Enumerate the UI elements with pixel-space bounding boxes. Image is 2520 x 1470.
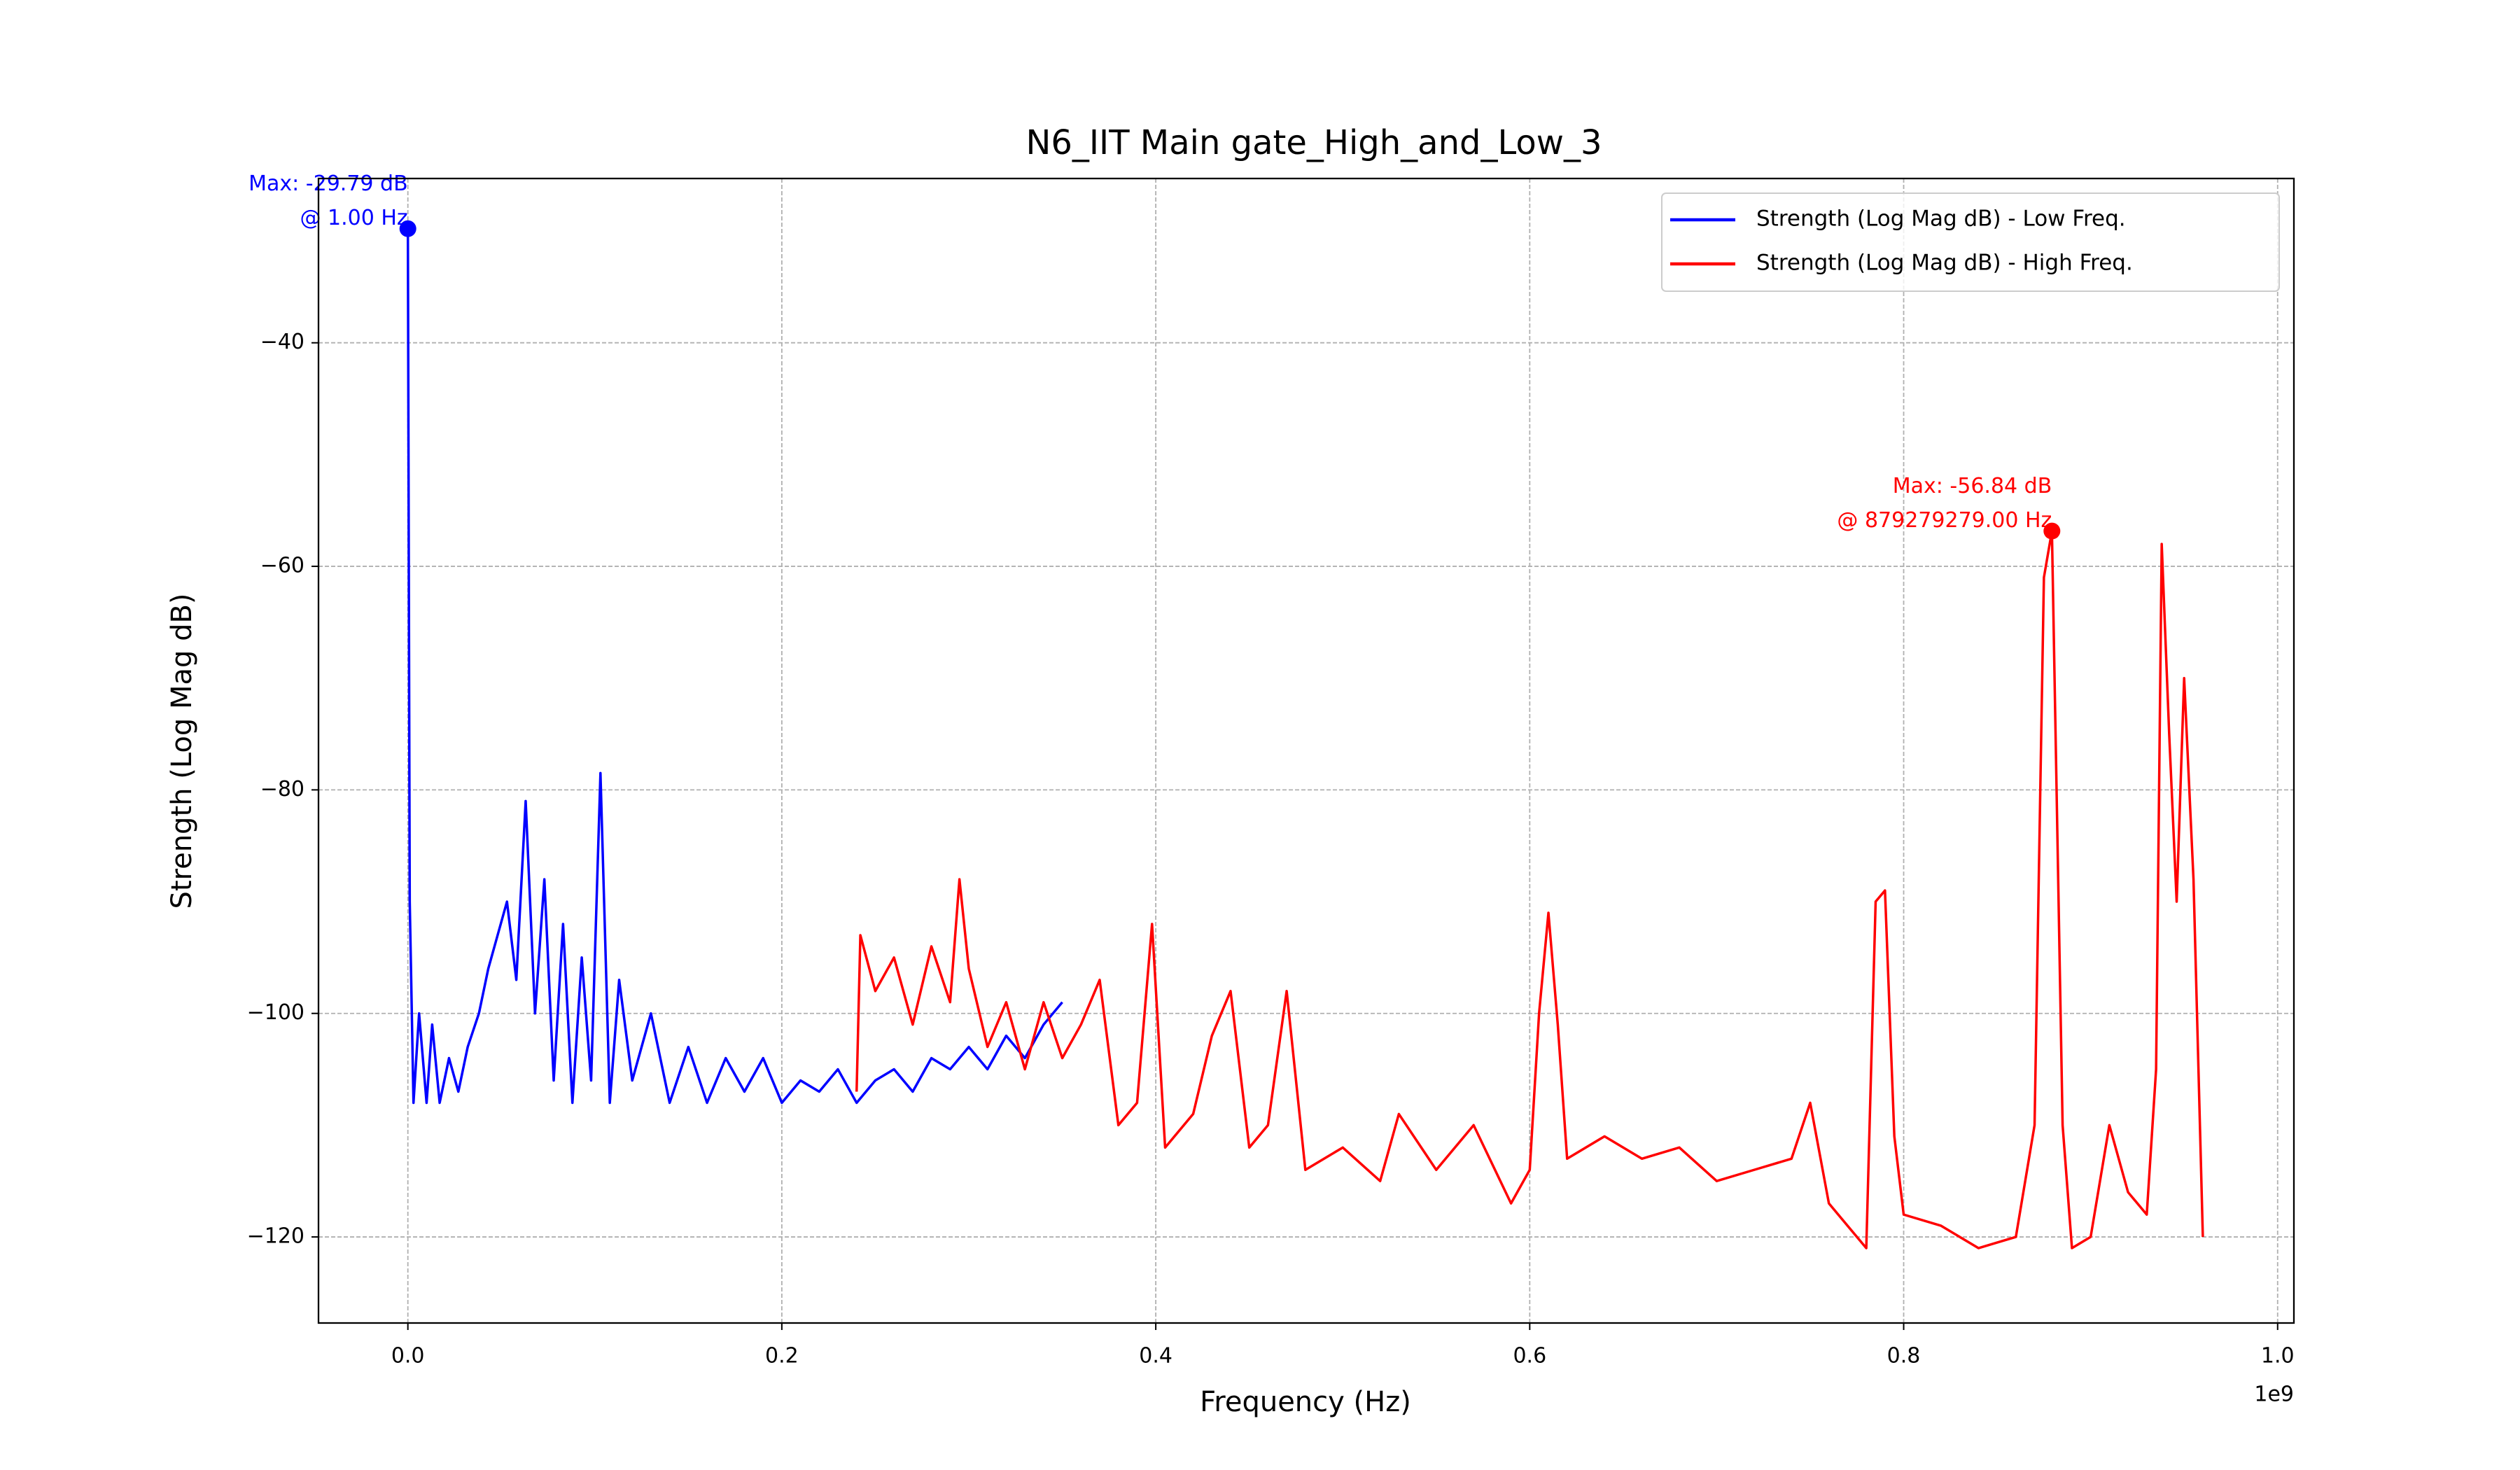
x-tick-label: 0.4 (1139, 1344, 1172, 1368)
max-marker (2043, 522, 2061, 540)
x-tick-label: 0.2 (765, 1344, 799, 1368)
legend-label: Strength (Log Mag dB) - Low Freq. (1756, 206, 2126, 232)
y-tick-label: −40 (260, 330, 304, 354)
y-tick-label: −80 (260, 777, 304, 802)
plot-frame (317, 177, 2295, 1324)
annotation: Max: -29.79 dB (248, 172, 408, 196)
x-tick-label: 1.0 (2261, 1344, 2295, 1368)
y-tick-label: −120 (247, 1224, 304, 1249)
annotation: @ 879279279.00 Hz (1837, 508, 2052, 533)
series-line (406, 228, 1063, 1105)
y-axis-label: Strength (Log Mag dB) (166, 593, 198, 909)
annotation: @ 1.00 Hz (300, 206, 407, 230)
annotation: Max: -56.84 dB (1893, 474, 2052, 498)
series-line (855, 529, 2204, 1250)
x-tick-label: 0.0 (391, 1344, 425, 1368)
x-axis-label: Frequency (Hz) (1200, 1386, 1411, 1418)
legend-label: Strength (Log Mag dB) - High Freq. (1756, 251, 2133, 276)
y-tick-label: −100 (247, 1000, 304, 1025)
x-tick-label: 0.8 (1887, 1344, 1921, 1368)
x-tick-label: 0.6 (1513, 1344, 1546, 1368)
y-tick-label: −60 (260, 554, 304, 578)
chart-title: N6_IIT Main gate_High_and_Low_3 (1026, 123, 1602, 162)
legend: Strength (Log Mag dB) - Low Freq. Strengt… (1661, 192, 2280, 292)
max-marker (399, 220, 416, 237)
legend-box (1661, 192, 2280, 292)
x-offset-label: 1e9 (2254, 1382, 2294, 1407)
